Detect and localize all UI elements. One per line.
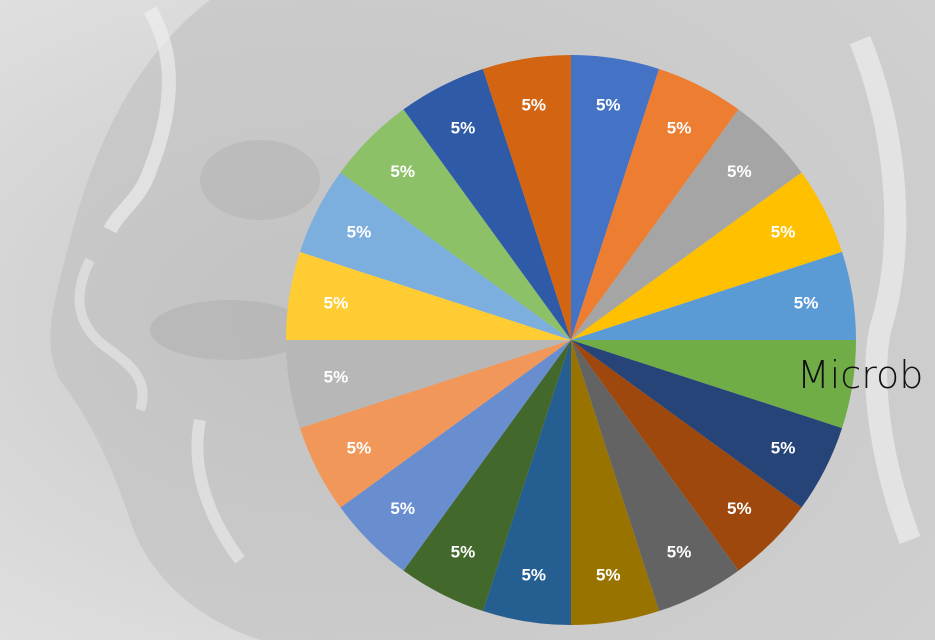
- slice-label-14: 5%: [347, 439, 372, 458]
- slice-label-16: 5%: [324, 293, 349, 312]
- pie-slice-7: [571, 340, 843, 508]
- slice-label-12: 5%: [451, 543, 476, 562]
- slice-label-19: 5%: [451, 118, 476, 137]
- pie-slice-4: [571, 172, 843, 340]
- overlay-text: Microb: [797, 353, 924, 397]
- pie-slice-6: [571, 340, 856, 429]
- pie-slice-19: [403, 68, 571, 341]
- slice-label-15: 5%: [324, 368, 349, 387]
- pie-slice-10: [571, 340, 660, 625]
- slice-label-10: 5%: [596, 566, 621, 585]
- slice-label-8: 5%: [727, 499, 752, 518]
- pie-slice-9: [571, 340, 739, 612]
- pie-slice-5: [571, 251, 856, 340]
- pie-slice-8: [571, 340, 802, 571]
- slice-label-4: 5%: [771, 222, 796, 241]
- slice-label-5: 5%: [794, 293, 819, 312]
- pie-slice-14: [299, 340, 571, 508]
- slice-label-1: 5%: [596, 95, 621, 114]
- slice-label-20: 5%: [521, 95, 546, 114]
- slice-label-9: 5%: [667, 543, 692, 562]
- pie-slice-17: [299, 172, 571, 340]
- pie-slice-12: [403, 340, 571, 612]
- pie-slice-2: [571, 68, 739, 341]
- pie-slice-1: [571, 55, 660, 340]
- slice-label-17: 5%: [347, 222, 372, 241]
- pie-slice-16: [286, 251, 571, 340]
- pie-slice-11: [482, 340, 571, 625]
- slice-label-7: 5%: [771, 439, 796, 458]
- slice-label-3: 5%: [727, 162, 752, 181]
- slice-label-2: 5%: [667, 118, 692, 137]
- pie-slice-3: [571, 109, 802, 341]
- pie-slice-18: [340, 109, 571, 341]
- pie-slice-20: [482, 55, 571, 340]
- pie-slice-15: [286, 340, 571, 429]
- pie-slice-13: [340, 340, 571, 571]
- slice-label-11: 5%: [521, 566, 546, 585]
- slice-label-18: 5%: [390, 162, 415, 181]
- slice-label-13: 5%: [390, 499, 415, 518]
